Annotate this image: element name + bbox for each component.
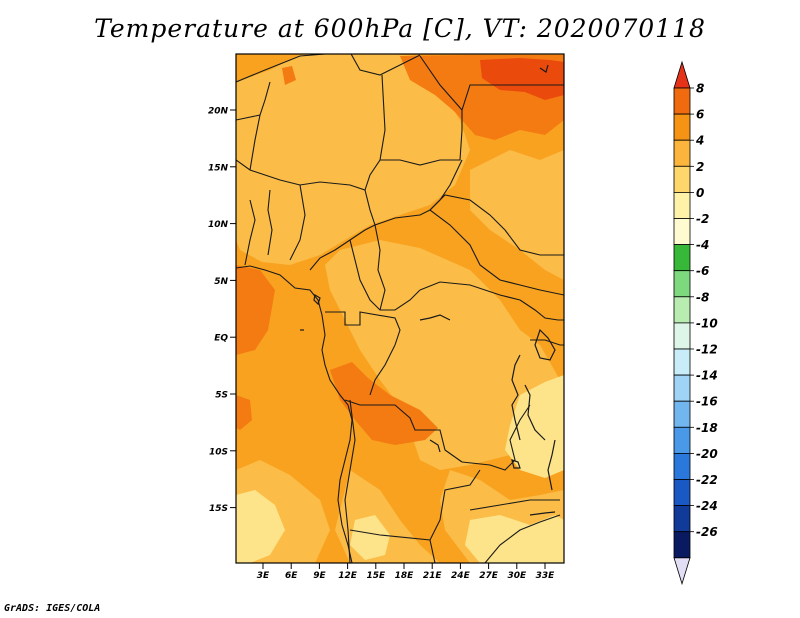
field-4-6-west-coast <box>236 265 275 355</box>
field-0-2-east <box>470 150 564 280</box>
field-0-2-north-sahara <box>236 54 470 265</box>
field-6-8-northeast <box>480 58 564 100</box>
colorbar-label: -24 <box>696 499 718 513</box>
colorbar-swatch <box>673 452 691 480</box>
lat-tick-label: 15N <box>208 163 229 173</box>
lat-tick-label: 15S <box>209 504 228 514</box>
lon-tick-label: 3E <box>257 571 270 581</box>
field-4-6-small <box>282 66 296 85</box>
colorbar-bottom-arrow <box>673 557 691 586</box>
colorbar-label: -12 <box>696 343 718 357</box>
colorbar-label: -26 <box>696 525 718 539</box>
lat-tick-label: 10S <box>209 447 228 457</box>
colorbar-label: 0 <box>696 186 704 200</box>
colorbar-swatch <box>673 322 691 350</box>
colorbar-swatch <box>673 218 691 246</box>
colorbar-swatch <box>673 296 691 324</box>
lon-tick-label: 30E <box>507 571 527 581</box>
colorbar-swatch <box>673 270 691 298</box>
colorbar-swatch <box>673 400 691 428</box>
colorbar-swatch <box>673 165 691 193</box>
colorbar-swatch <box>673 426 691 454</box>
colorbar-swatch <box>673 139 691 167</box>
colorbar-label: 8 <box>696 82 704 96</box>
field-0-2-central <box>325 240 564 470</box>
field-4-6-angola <box>330 362 438 445</box>
colorbar-label: -8 <box>696 290 709 304</box>
colorbar-swatch <box>673 244 691 272</box>
grads-credit: GrADS: IGES/COLA <box>4 603 101 614</box>
colorbar-top-arrow <box>673 60 691 89</box>
lon-tick-label: 9E <box>313 571 326 581</box>
lat-tick-label: EQ <box>214 334 228 344</box>
colorbar-label: -14 <box>696 369 718 383</box>
colorbar-label: -20 <box>696 447 718 461</box>
lat-tick-label: 20N <box>208 107 229 117</box>
lon-tick-label: 33E <box>536 571 556 581</box>
longitude-axis: 3E 6E 9E 12E 15E 18E 21E 24E 27E 30E 33E <box>257 563 555 581</box>
colorbar-label: -6 <box>696 264 709 278</box>
colorbar-swatch <box>673 191 691 219</box>
colorbar-swatch <box>673 505 691 533</box>
colorbar-label: -10 <box>696 316 718 330</box>
colorbar-label: -16 <box>696 395 718 409</box>
lon-tick-label: 21E <box>423 571 443 581</box>
lat-tick-label: 5S <box>215 391 228 401</box>
lon-tick-label: 6E <box>285 571 298 581</box>
colorbar-label: -18 <box>696 421 718 435</box>
lon-tick-label: 15E <box>366 571 386 581</box>
temperature-field <box>236 54 564 563</box>
field-le0-lake-region <box>505 375 564 478</box>
lon-tick-label: 18E <box>395 571 415 581</box>
field-4-6-southwest <box>236 395 252 430</box>
colorbar-swatch <box>673 531 691 559</box>
latitude-axis: 20N 15N 10N 5N EQ 5S 10S 15S <box>208 107 236 514</box>
colorbar-swatch <box>673 87 691 115</box>
coastline <box>236 265 353 563</box>
field-le0-southwest <box>236 490 285 563</box>
lat-tick-label: 10N <box>208 220 229 230</box>
map-title: Temperature at 600hPa [C], VT: 202007011… <box>94 14 706 43</box>
colorbar: 8 6 4 2 0 -2 -4 -6 -8 -10 -12 -14 -16 -18 -20 -22 -24 -26 <box>673 60 718 586</box>
country-borders <box>236 54 564 563</box>
colorbar-label: -4 <box>696 238 709 252</box>
colorbar-label: 2 <box>696 160 704 174</box>
colorbar-label: 4 <box>695 134 704 148</box>
colorbar-label: 6 <box>696 108 704 122</box>
colorbar-swatch <box>673 113 691 141</box>
field-le0-south <box>465 515 564 563</box>
colorbar-swatch <box>673 479 691 507</box>
colorbar-swatch <box>673 348 691 376</box>
map-frame <box>235 53 565 564</box>
colorbar-label: -2 <box>696 212 709 226</box>
colorbar-label: -22 <box>696 473 718 487</box>
lon-tick-label: 24E <box>451 571 471 581</box>
lon-tick-label: 12E <box>338 571 358 581</box>
colorbar-swatch <box>673 374 691 402</box>
lakes <box>300 64 556 516</box>
lat-tick-label: 5N <box>214 277 228 287</box>
field-le0-southcentral <box>350 515 390 560</box>
lon-tick-label: 27E <box>479 571 499 581</box>
